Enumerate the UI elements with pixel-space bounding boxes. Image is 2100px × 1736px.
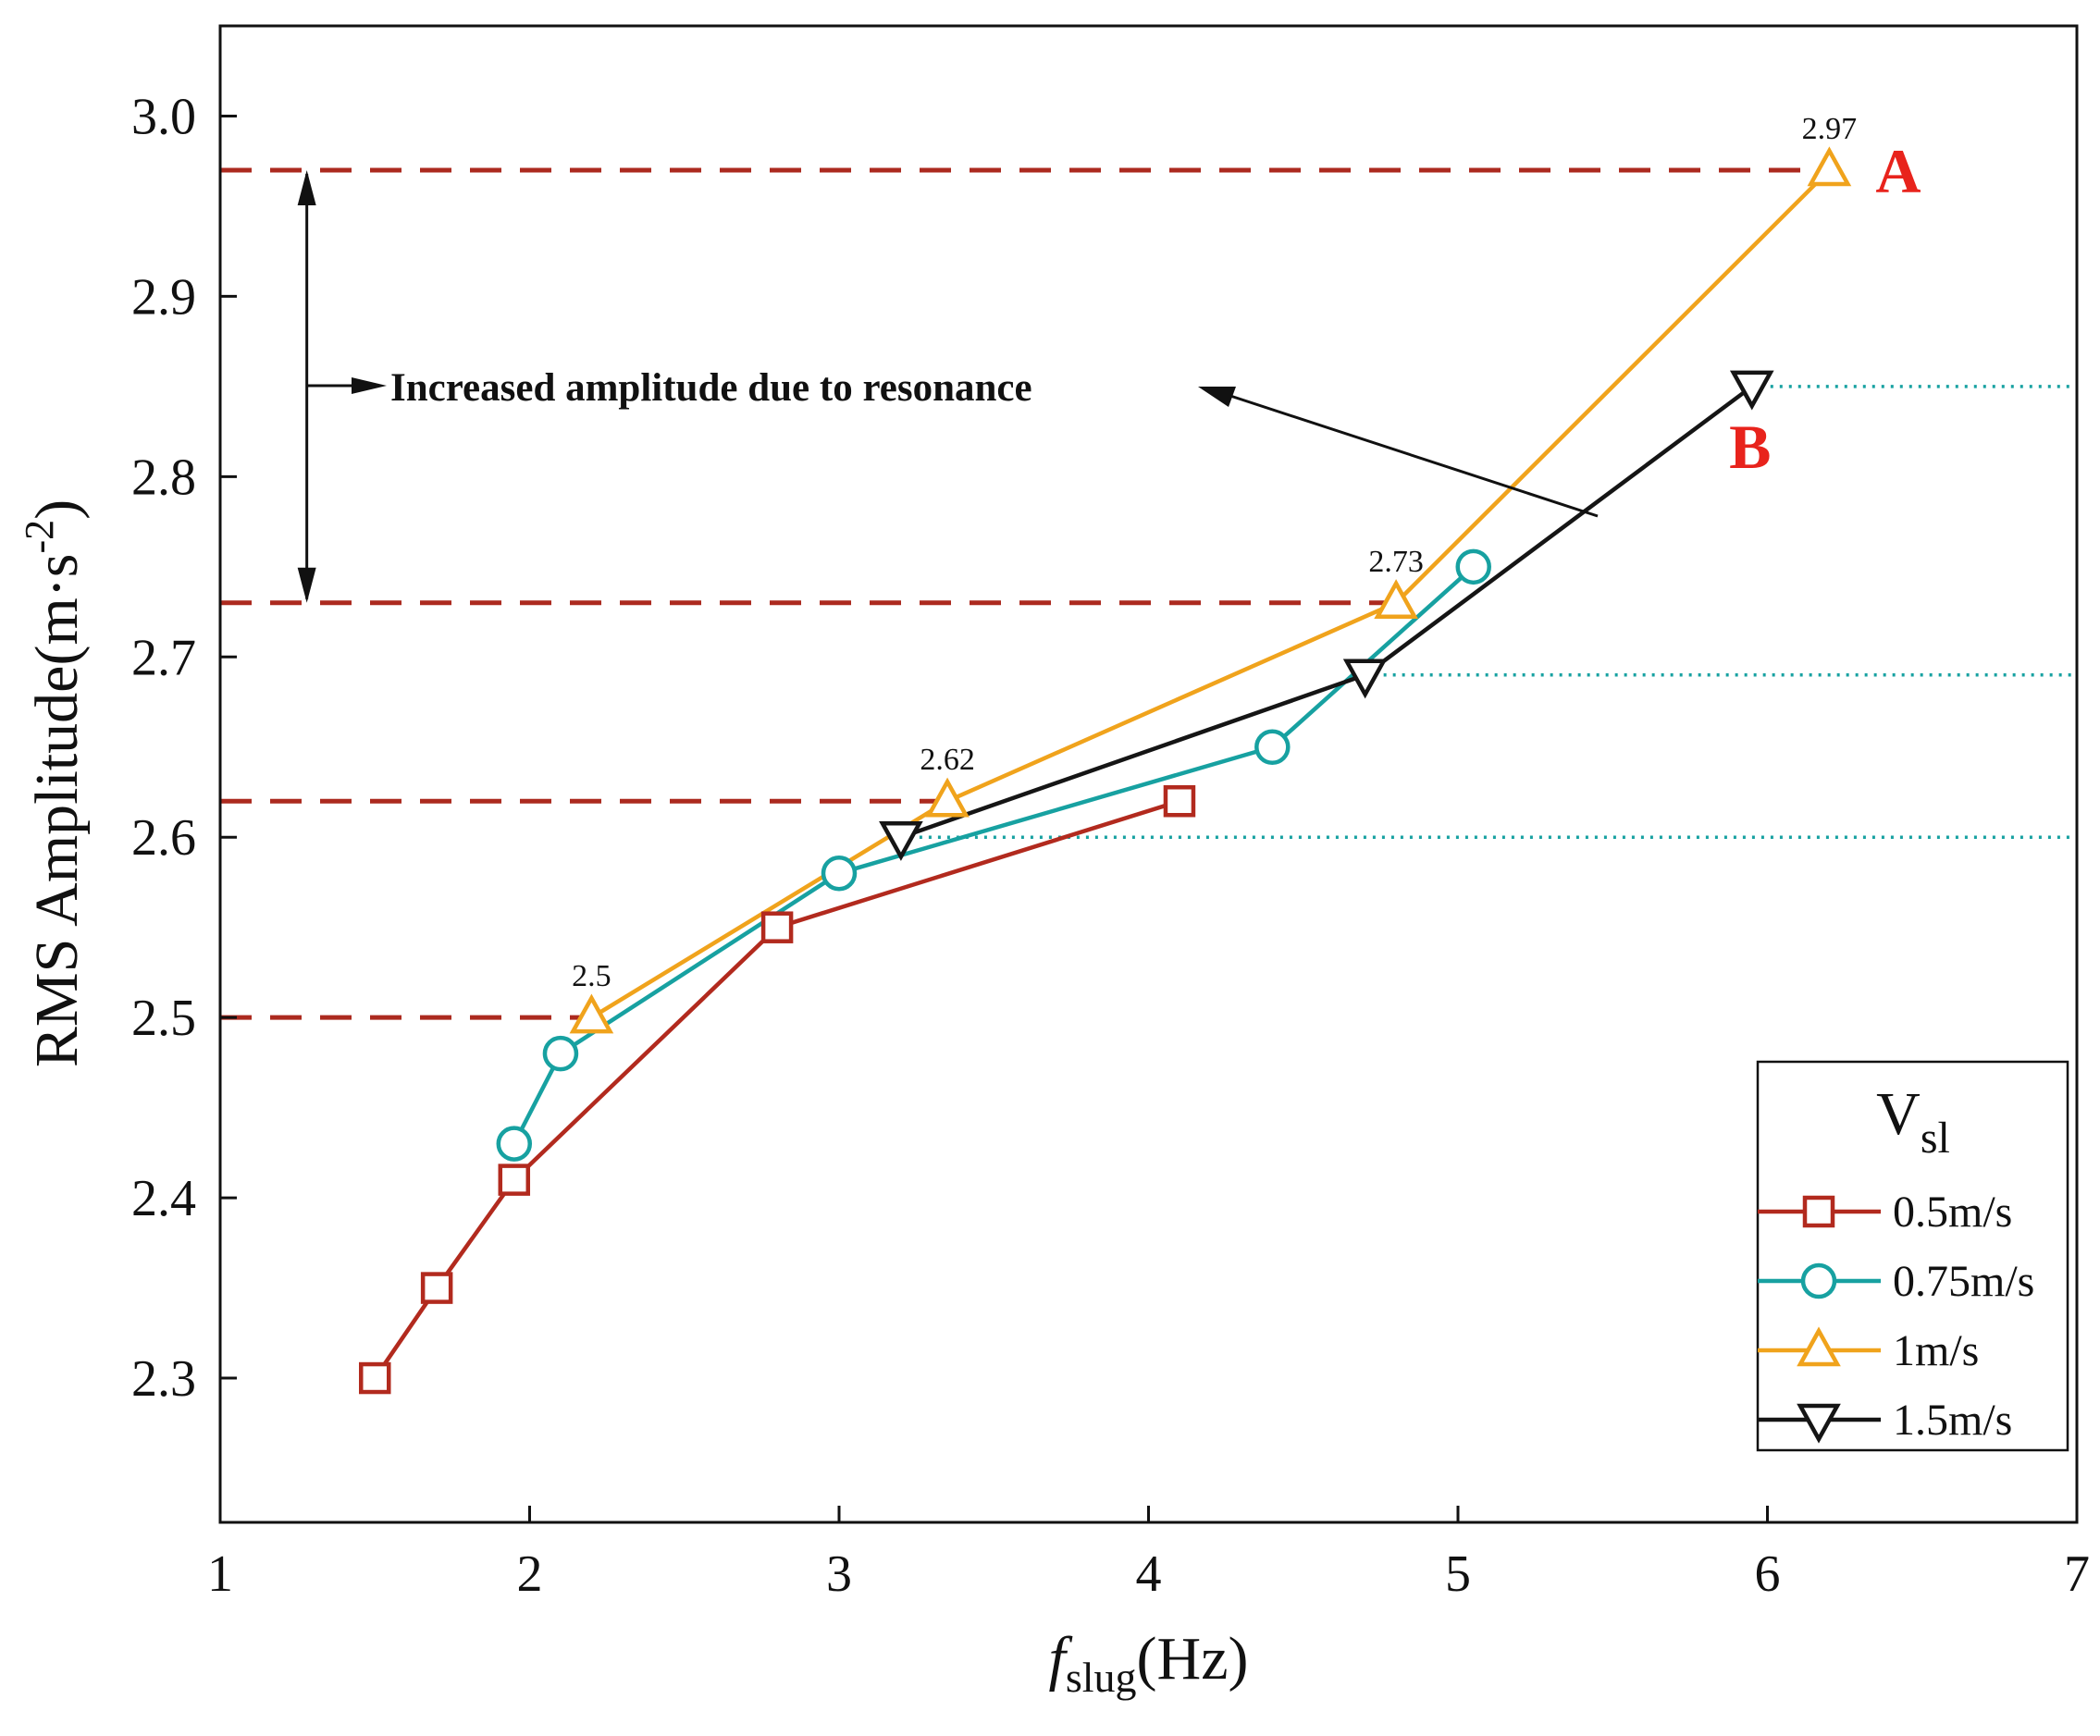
y-axis-title: RMS Amplitude(m·s-2) (17, 499, 91, 1067)
data-point-0.75m/s (496, 1126, 533, 1162)
y-tick-label: 2.7 (131, 629, 196, 686)
point-value-label: 2.5 (572, 959, 611, 993)
y-tick-label: 2.4 (131, 1170, 196, 1227)
point-value-label: 2.62 (920, 743, 975, 777)
point-b-label: B (1729, 412, 1771, 482)
annotation-pointer-right (1229, 394, 1599, 518)
data-point-0.75m/s (1254, 729, 1291, 766)
axes: 2.3 2.4 2.5 2.6 2.7 2.8 2.9 3.0 1 2 3 4 5 6 7 fslug(Hz)… (17, 88, 2090, 1701)
y-tick-label: 2.3 (131, 1350, 196, 1408)
data-point-0.75m/s (542, 1035, 579, 1072)
point-a-label: A (1875, 136, 1921, 206)
x-tick-label: 4 (1136, 1545, 1162, 1603)
arrowhead-up-icon (297, 169, 316, 205)
legend-label-1m/s: 1m/s (1893, 1326, 1979, 1375)
data-point-1m/s (1374, 579, 1418, 620)
x-tick-label: 5 (1445, 1545, 1471, 1603)
legend-label-0.75m/s: 0.75m/s (1893, 1257, 2034, 1306)
series-line-0.75m/s (512, 565, 1476, 1145)
data-point-1.5m/s (1729, 370, 1774, 411)
arrowhead-right-icon (352, 377, 387, 394)
point-value-label: 2.73 (1368, 545, 1424, 579)
resonance-annotation-text: Increased amplitude due to resonance (390, 366, 1032, 410)
data-point-0.5m/s (498, 1163, 531, 1196)
data-point-1m/s (569, 993, 614, 1034)
legend-marker-0.75m/s (1800, 1262, 1837, 1299)
x-tick-label: 2 (517, 1545, 543, 1603)
legend: Vsl 0.5m/s 0.75m/s 1m/s 1.5m/s (1756, 1060, 2069, 1452)
point-value-label: 2.97 (1802, 112, 1858, 146)
x-axis-title: fslug(Hz) (1049, 1625, 1249, 1701)
legend-marker-1m/s (1797, 1326, 1841, 1367)
series-line-1.5m/s (900, 385, 1754, 840)
y-tick-label: 3.0 (131, 88, 196, 145)
x-tick-label: 7 (2064, 1545, 2090, 1603)
legend-marker-0.5m/s (1802, 1195, 1835, 1228)
legend-box (1756, 1060, 2069, 1452)
data-point-1m/s (1807, 146, 1852, 187)
x-tick-label: 6 (1755, 1545, 1781, 1603)
series-line-0.5m/s (373, 799, 1180, 1380)
arrowhead-left-icon (1198, 387, 1236, 407)
legend-label-0.5m/s: 0.5m/s (1893, 1188, 2012, 1237)
series-line-1m/s (590, 168, 1831, 1020)
x-tick-label: 1 (207, 1545, 233, 1603)
data-series (359, 146, 1852, 1395)
reference-lines (220, 167, 2077, 1020)
data-point-0.5m/s (760, 911, 794, 943)
x-tick-label: 3 (826, 1545, 852, 1603)
data-point-1.5m/s (1342, 659, 1388, 699)
y-tick-label: 2.6 (131, 809, 196, 867)
legend-marker-1.5m/s (1797, 1403, 1841, 1444)
data-point-0.75m/s (821, 855, 858, 892)
data-point-1m/s (925, 777, 970, 818)
data-point-1.5m/s (879, 820, 923, 861)
annotations: 2.97 2.73 2.62 2.5 Increased amplitude due t… (297, 112, 1921, 993)
data-point-0.5m/s (420, 1272, 453, 1304)
y-tick-label: 2.8 (131, 449, 196, 506)
y-tick-label: 2.5 (131, 990, 196, 1047)
data-point-0.75m/s (1455, 548, 1491, 585)
arrowhead-down-icon (297, 567, 316, 603)
y-tick-label: 2.9 (131, 268, 196, 326)
data-point-0.5m/s (359, 1361, 391, 1395)
legend-title: Vsl (1876, 1080, 1950, 1163)
legend-label-1.5m/s: 1.5m/s (1893, 1396, 2012, 1445)
data-point-0.5m/s (1163, 784, 1196, 818)
